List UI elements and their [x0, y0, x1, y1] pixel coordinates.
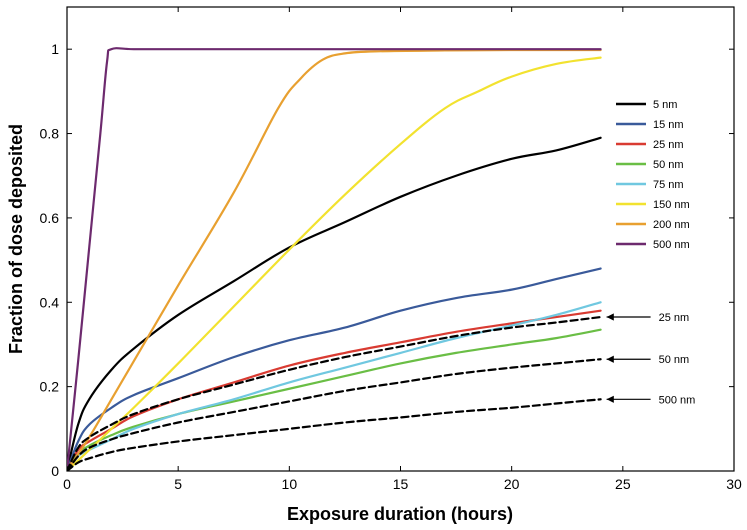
plot-area: [66, 6, 735, 472]
series-15-nm: [67, 267, 602, 471]
dashed-series-25-nm: [67, 315, 602, 471]
annotation-label: 500 nm: [659, 394, 696, 406]
legend-label-25-nm: 25 nm: [653, 139, 684, 151]
legend-label-15-nm: 15 nm: [653, 119, 684, 131]
x-tick-label: 30: [726, 476, 742, 492]
legend-label-200-nm: 200 nm: [653, 219, 690, 231]
y-tick-label: 0.4: [40, 294, 60, 310]
x-tick-label: 10: [282, 476, 298, 492]
series-50-nm: [67, 328, 602, 471]
series-25-nm: [67, 309, 602, 471]
legend: 5 nm 15 nm 25 nm 50 nm 75 nm 150 nm 200 nm 500 …: [616, 99, 690, 251]
y-tick-label: 1: [51, 41, 59, 57]
annotations: 25 nm 50 nm 500 nm: [606, 312, 696, 406]
x-tick-label: 0: [63, 476, 71, 492]
y-tick-label: 0: [51, 463, 59, 479]
dashed-series-50-nm: [67, 358, 602, 471]
x-tick-label: 5: [174, 476, 182, 492]
x-axis-label: Exposure duration (hours): [287, 504, 513, 524]
legend-label-50-nm: 50 nm: [653, 159, 684, 171]
y-tick-label: 0.2: [40, 379, 60, 395]
series-500-nm: [67, 47, 602, 471]
y-axis-label: Fraction of dose deposited: [6, 124, 26, 354]
annotation-label: 50 nm: [659, 354, 690, 366]
legend-label-150-nm: 150 nm: [653, 199, 690, 211]
dashed-series-500-nm: [67, 398, 602, 471]
series-200-nm: [67, 48, 602, 471]
y-tick-label: 0.8: [40, 126, 60, 142]
series-150-nm: [67, 56, 602, 471]
x-tick-label: 25: [615, 476, 631, 492]
x-tick-label: 15: [393, 476, 409, 492]
annotation-label: 25 nm: [659, 312, 690, 324]
x-tick-label: 20: [504, 476, 520, 492]
y-tick-label: 0.6: [40, 210, 60, 226]
legend-label-75-nm: 75 nm: [653, 179, 684, 191]
series-5-nm: [67, 136, 602, 471]
legend-label-500-nm: 500 nm: [653, 239, 690, 251]
legend-label-5-nm: 5 nm: [653, 99, 677, 111]
